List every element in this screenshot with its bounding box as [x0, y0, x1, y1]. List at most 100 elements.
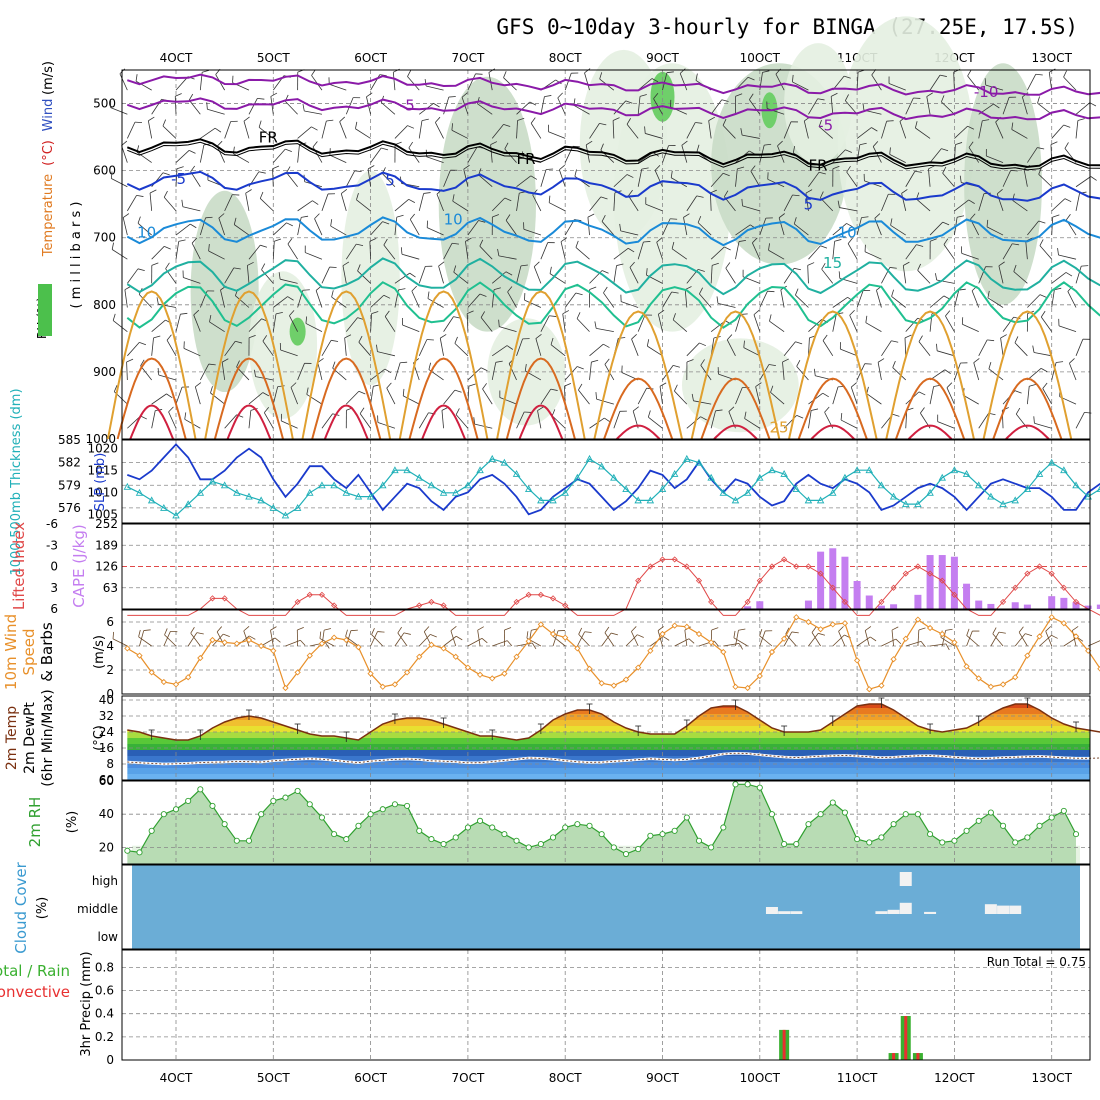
- wind-barb-flag: [629, 261, 635, 268]
- wind-barb-flag: [411, 285, 418, 292]
- temp-bubble: [129, 404, 175, 440]
- wind-barb: [585, 144, 590, 163]
- wind-barb: [1051, 272, 1067, 284]
- li-marker: [939, 577, 946, 584]
- wind-barb-flag: [262, 392, 270, 397]
- rh2m-marker: [683, 814, 690, 821]
- wind10m-barb: [625, 634, 638, 647]
- wind-barb: [648, 416, 663, 429]
- wind-barb-flag: [1000, 334, 1007, 339]
- wind-barb: [149, 192, 153, 211]
- li-marker: [221, 595, 228, 602]
- wind-barb: [697, 222, 712, 236]
- wind-barb-flag: [398, 288, 406, 291]
- wind-barb-flag: [468, 383, 476, 387]
- wind-barb-flag: [549, 315, 557, 317]
- wind-barb: [304, 110, 323, 115]
- wind-barb-flag: [463, 164, 470, 170]
- wind-barb-flag: [671, 241, 675, 249]
- pressure-tick: 900: [93, 365, 116, 379]
- wind-speed-marker: [635, 664, 642, 671]
- wind-barb: [151, 246, 165, 260]
- wind10m-barb-flag: [663, 636, 670, 641]
- wind-barb: [1075, 339, 1084, 356]
- wind-barb: [840, 348, 858, 357]
- wind-barb: [564, 292, 577, 308]
- wind-barb: [137, 222, 152, 236]
- wind-barb: [305, 252, 323, 260]
- wind-barb: [355, 128, 371, 139]
- wind-barb-flag: [943, 238, 949, 245]
- wind-barb-flag: [604, 417, 611, 423]
- wind-barb: [589, 123, 600, 139]
- wind-barb: [340, 193, 347, 212]
- li-tick: 0: [50, 560, 58, 574]
- wind-barb: [808, 98, 818, 115]
- wind10m-barb: [881, 638, 897, 647]
- wind-barb: [603, 292, 615, 308]
- wind10m-barb: [1063, 636, 1078, 647]
- wind10m-barb-flag: [216, 626, 223, 633]
- rh2m-marker: [793, 841, 800, 848]
- wind-barb-flag: [840, 413, 843, 421]
- li-marker: [647, 563, 654, 570]
- wind-barb: [523, 228, 542, 236]
- wind-barb: [778, 217, 785, 236]
- thickness-marker: [1060, 466, 1068, 474]
- wind10m-barb-flag: [143, 629, 151, 631]
- rh2m-marker: [1012, 839, 1019, 846]
- wind10m-barb: [930, 643, 946, 647]
- wind-barb-flag: [504, 197, 512, 202]
- rh-shade: [341, 170, 400, 386]
- wind-speed-marker: [513, 653, 520, 660]
- contour-label: -10: [974, 83, 999, 101]
- wind-barb-flag: [428, 362, 431, 370]
- wind-barb-flag: [654, 165, 661, 171]
- rh2m-marker: [221, 821, 228, 828]
- wind-barb: [263, 412, 274, 429]
- wind-barb: [280, 278, 298, 284]
- wind-barb-flag: [807, 262, 815, 266]
- cape-bar: [914, 594, 922, 609]
- wind-barb-flag: [301, 215, 309, 218]
- wind-barb: [479, 245, 493, 260]
- wind-speed-marker: [902, 635, 909, 642]
- wind-barb: [394, 272, 410, 284]
- wind-barb-flag: [844, 94, 849, 101]
- wind-barb: [1034, 422, 1052, 429]
- wind-barb: [491, 345, 508, 357]
- thickness-marker: [901, 500, 910, 508]
- wind-speed-marker: [172, 681, 180, 688]
- cloud-box: [778, 911, 791, 914]
- wind-barb: [1075, 120, 1079, 139]
- wind-barb-flag: [770, 385, 774, 393]
- wind10m-barb: [370, 631, 378, 647]
- wind-barb: [946, 387, 955, 405]
- rh-shade: [837, 16, 974, 272]
- thickness-marker: [573, 473, 582, 481]
- wind-barb-flag: [423, 192, 431, 194]
- wind-barb-flag: [1013, 316, 1021, 320]
- wind-barb: [877, 362, 882, 381]
- ylabel-slp: SLP (mb): [93, 453, 108, 512]
- wind-barb: [589, 343, 604, 357]
- wind-speed-marker: [136, 652, 143, 659]
- wind-barb: [453, 271, 469, 284]
- wind-barb-flag: [480, 311, 486, 318]
- wind10m-barb-flag: [738, 628, 746, 631]
- wind-barb-flag: [190, 223, 197, 229]
- wind-barb-flag: [559, 164, 565, 171]
- wind10m-barb-flag: [481, 638, 488, 644]
- wind-barb-flag: [1038, 220, 1046, 224]
- wind-barb: [243, 121, 250, 139]
- wind-barb: [708, 120, 712, 139]
- cloud-box: [899, 872, 912, 886]
- wind-speed-marker: [258, 642, 265, 650]
- rh2m-marker: [975, 817, 982, 824]
- wind-barb: [782, 361, 785, 380]
- cloud-box: [790, 911, 803, 914]
- wind-frame: [121, 609, 1091, 695]
- wind-barb: [297, 200, 313, 212]
- wind-speed-marker: [598, 680, 605, 687]
